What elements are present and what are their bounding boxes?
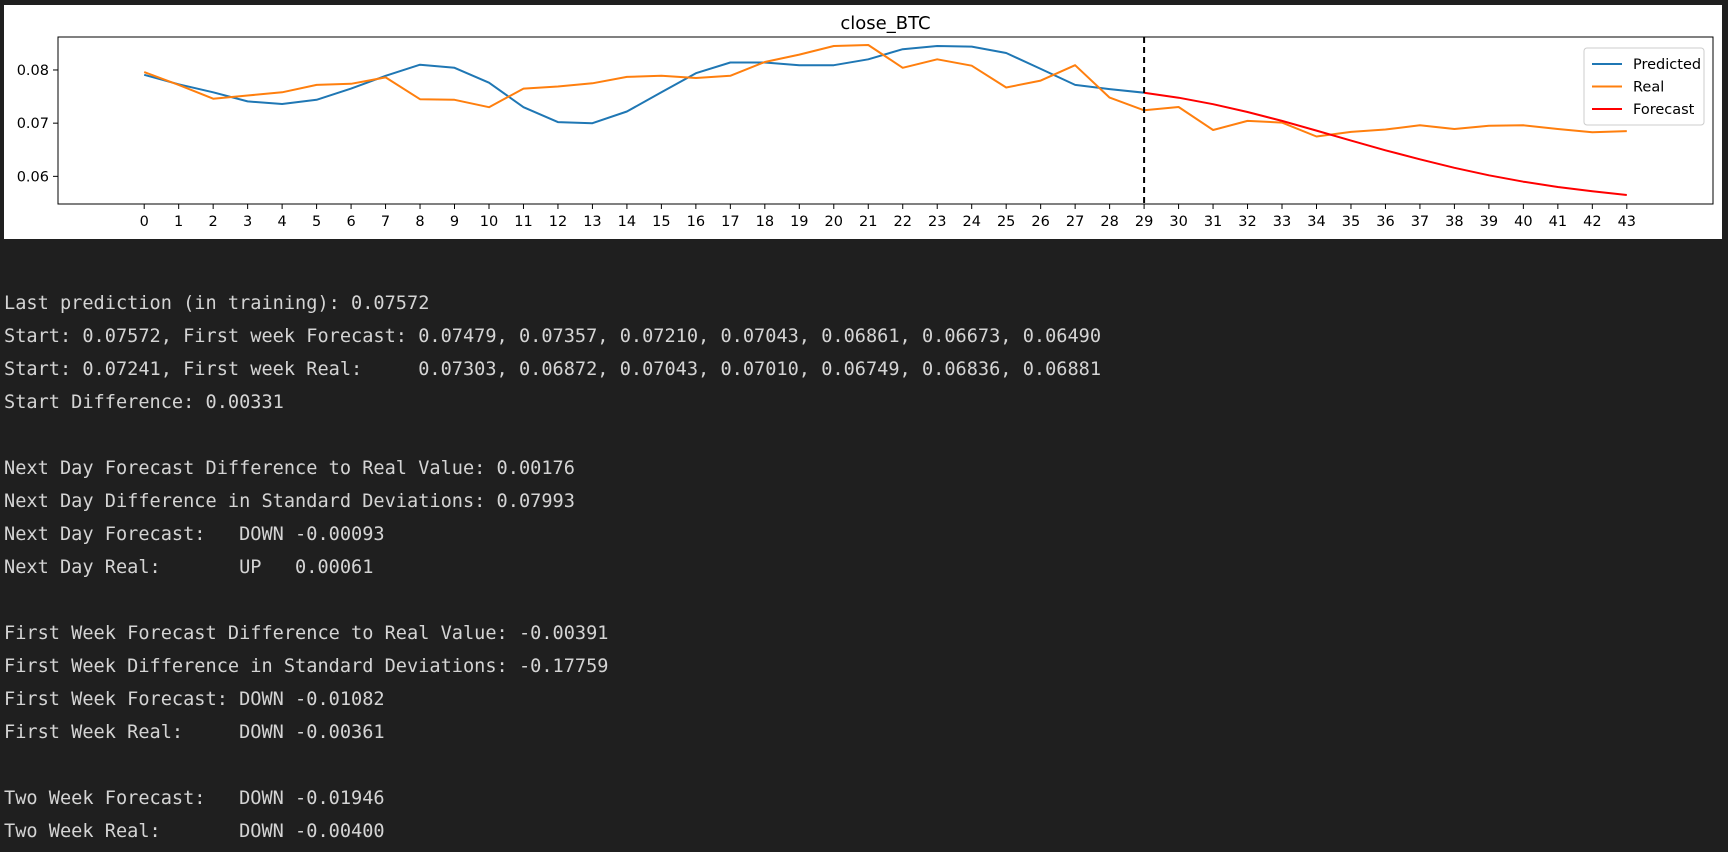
x-tick-label: 29 [1135, 214, 1153, 230]
x-tick-label: 32 [1238, 214, 1256, 230]
series-line-forecast [1143, 91, 1627, 196]
x-tick-label: 10 [480, 214, 498, 230]
x-tick-label: 11 [514, 214, 532, 230]
x-tick-label: 38 [1445, 214, 1463, 230]
x-tick-label: 19 [790, 214, 808, 230]
x-tick-label: 21 [859, 214, 877, 230]
x-tick-label: 18 [756, 214, 774, 230]
x-tick-label: 16 [687, 214, 705, 230]
x-tick-label: 4 [277, 214, 286, 230]
output-line: Start Difference: 0.00331 [4, 392, 284, 413]
cell-output: Last prediction (in training): 0.07572 St… [4, 287, 1101, 848]
x-tick-label: 17 [721, 214, 739, 230]
x-tick-label: 23 [928, 214, 946, 230]
x-tick-label: 41 [1549, 214, 1567, 230]
output-line: First Week Difference in Standard Deviat… [4, 656, 609, 677]
x-tick-label: 24 [962, 214, 980, 230]
output-line: Next Day Real: UP 0.00061 [4, 557, 374, 578]
output-line: First Week Forecast Difference to Real V… [4, 623, 609, 644]
x-tick-label: 9 [450, 214, 459, 230]
legend-label: Forecast [1633, 102, 1695, 118]
output-line: First Week Real: DOWN -0.00361 [4, 722, 385, 743]
x-tick-label: 31 [1204, 214, 1222, 230]
x-tick-label: 0 [140, 214, 149, 230]
output-line: Start: 0.07572, First week Forecast: 0.0… [4, 326, 1102, 347]
output-line: Last prediction (in training): 0.07572 [4, 293, 430, 314]
x-tick-label: 35 [1342, 214, 1360, 230]
x-tick-label: 3 [243, 214, 252, 230]
blank-line [4, 749, 1101, 782]
x-tick-label: 39 [1480, 214, 1498, 230]
x-tick-label: 7 [381, 214, 390, 230]
output-line: First Week Forecast: DOWN -0.01082 [4, 689, 385, 710]
x-tick-label: 6 [346, 214, 355, 230]
blank-line [4, 419, 1101, 452]
x-tick-label: 25 [997, 214, 1015, 230]
plot-frame [57, 36, 1714, 205]
x-tick-label: 15 [652, 214, 670, 230]
x-tick-label: 22 [894, 214, 912, 230]
blank-line [4, 584, 1101, 617]
x-tick-label: 1 [174, 214, 183, 230]
x-tick-label: 8 [415, 214, 424, 230]
x-tick-label: 36 [1376, 214, 1394, 230]
x-tick-label: 43 [1618, 214, 1636, 230]
output-line: Two Week Real: DOWN -0.00400 [4, 821, 385, 842]
x-tick-label: 28 [1100, 214, 1118, 230]
y-tick-label: 0.07 [17, 116, 49, 132]
chart-title: close_BTC [840, 13, 930, 34]
chart-figure: close_BTC 0.06 0.07 0.08 0 1 2 3 4 5 6 7 8 9 10 11 12 13 1… [4, 5, 1722, 239]
series-line-predicted [143, 45, 1145, 125]
y-tick-label: 0.06 [17, 169, 49, 185]
output-line: Start: 0.07241, First week Real: 0.07303… [4, 359, 1102, 380]
series-line-real [143, 44, 1627, 138]
output-line: Two Week Forecast: DOWN -0.01946 [4, 788, 385, 809]
output-line: Next Day Forecast Difference to Real Val… [4, 458, 575, 479]
x-tick-label: 30 [1169, 214, 1187, 230]
x-tick-label: 37 [1411, 214, 1429, 230]
x-tick-label: 14 [618, 214, 636, 230]
output-line: Next Day Difference in Standard Deviatio… [4, 491, 575, 512]
x-tick-label: 33 [1273, 214, 1291, 230]
x-tick-label: 20 [825, 214, 843, 230]
x-tick-label: 5 [312, 214, 321, 230]
x-tick-label: 34 [1307, 214, 1325, 230]
x-tick-label: 27 [1066, 214, 1084, 230]
legend-box [1583, 47, 1705, 126]
x-tick-label: 2 [209, 214, 218, 230]
legend-label: Predicted [1633, 57, 1701, 73]
x-tick-label: 40 [1514, 214, 1532, 230]
x-tick-label: 13 [583, 214, 601, 230]
x-tick-label: 42 [1583, 214, 1601, 230]
legend-label: Real [1633, 80, 1664, 96]
x-tick-label: 12 [549, 214, 567, 230]
x-tick-label: 26 [1031, 214, 1049, 230]
output-line: Next Day Forecast: DOWN -0.00093 [4, 524, 385, 545]
y-tick-label: 0.08 [17, 63, 49, 79]
